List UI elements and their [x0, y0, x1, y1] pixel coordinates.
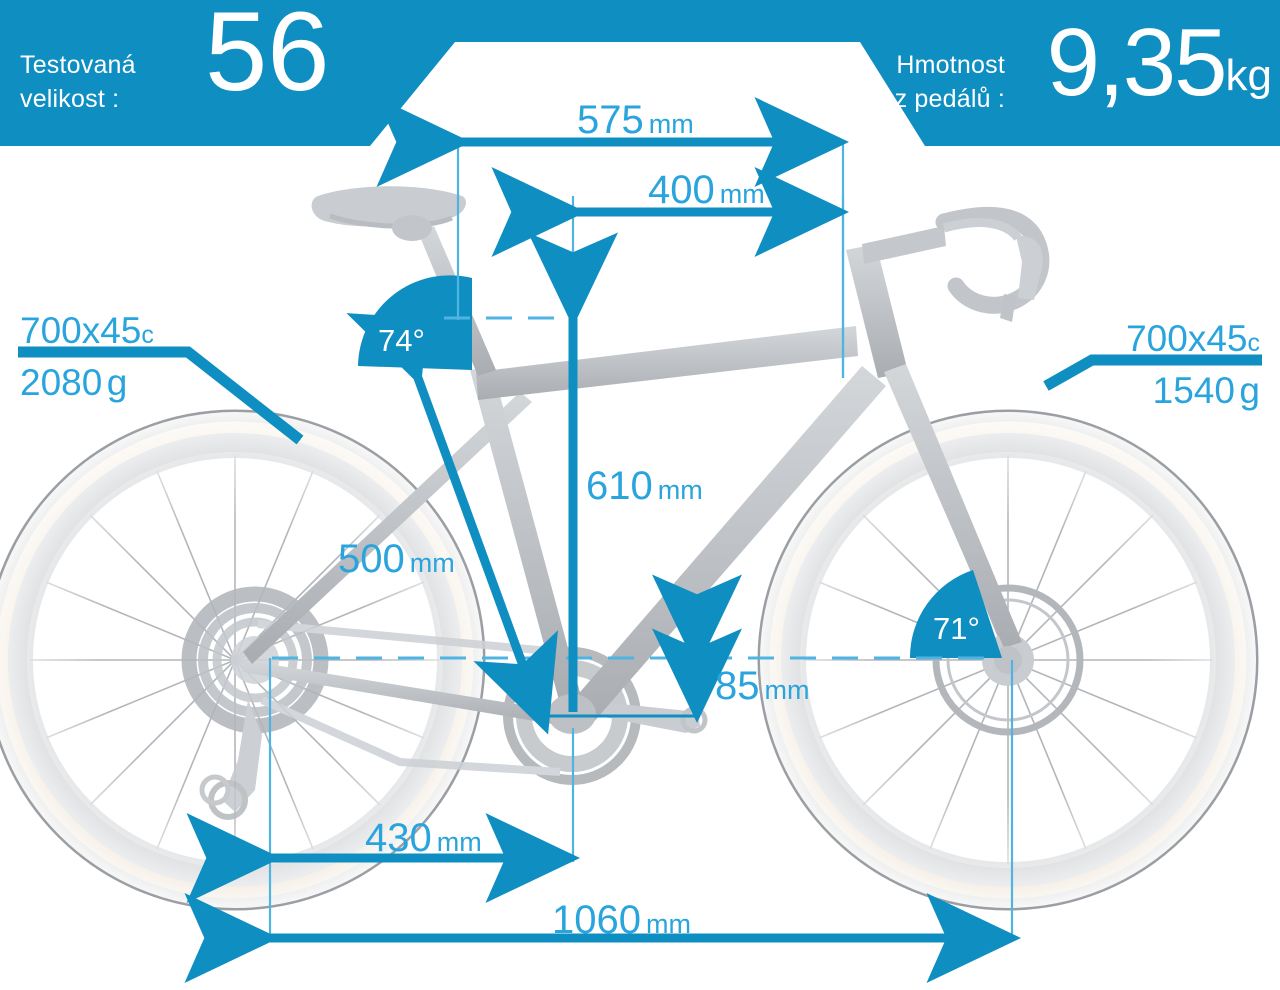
seat-tube-angle-label: 74° [378, 323, 425, 358]
dim-label-85: 85 mm [715, 664, 809, 709]
front-tire-size-value: 700x45 [1126, 318, 1248, 359]
dim-label-430: 430 mm [365, 816, 482, 861]
rear-tire-size-suffix: c [141, 321, 154, 349]
tested-size-label: Testovaná velikost : [20, 48, 136, 116]
dim-430-unit: mm [436, 827, 482, 857]
tire-callouts [18, 346, 1262, 445]
dim-85-value: 85 [715, 664, 760, 708]
dim-400-value: 400 [648, 168, 715, 212]
head-tube-angle-label: 71° [933, 611, 980, 646]
dim-500-value: 500 [338, 537, 405, 581]
weight-label-line2: bez pedálů : [866, 85, 1005, 113]
dim-575-unit: mm [648, 109, 694, 139]
dim-85-unit: mm [764, 675, 810, 705]
front-tire-size-suffix: c [1247, 329, 1261, 357]
tested-size-value: 56 [205, 0, 330, 114]
tested-size-label-line1: Testovaná [20, 51, 136, 79]
dim-575-value: 575 [577, 98, 644, 142]
dim-430-value: 430 [365, 816, 432, 860]
dim-500-unit: mm [409, 548, 455, 578]
rear-tire-size-value: 700x45 [20, 310, 142, 351]
dim-1060-unit: mm [645, 909, 691, 939]
header-band [0, 0, 1280, 146]
dim-610-unit: mm [657, 475, 703, 505]
rear-tire-weight-unit: g [106, 362, 128, 403]
weight-label-line1: Hmotnost [896, 51, 1005, 79]
dim-610-value: 610 [586, 464, 653, 508]
dim-label-575: 575 mm [577, 98, 694, 143]
tested-size-label-line2: velikost : [20, 85, 120, 113]
rear-tire-weight-value: 2080 [20, 362, 103, 403]
dim-1060-value: 1060 [552, 898, 641, 942]
dim-label-500: 500 mm [338, 537, 455, 582]
weight-value-group: 9,35 kg [1046, 9, 1272, 116]
rear-tire-weight: 2080 g [20, 362, 127, 404]
dim-label-1060: 1060 mm [552, 898, 691, 943]
front-tire-weight-value: 1540 [1152, 370, 1235, 411]
dim-500-arrow [346, 282, 558, 735]
weight-value: 9,35 [1046, 9, 1228, 116]
front-tire-weight: 1540 g [1153, 370, 1260, 412]
front-tire-size: 700x45c [1126, 318, 1260, 360]
weight-unit: kg [1225, 51, 1272, 100]
dim-label-400: 400 mm [648, 168, 765, 213]
header-text-layer: Testovaná velikost : 56 Hmotnost bez ped… [0, 0, 1280, 146]
rear-tire-size: 700x45c [20, 310, 154, 352]
dim-400-unit: mm [719, 179, 765, 209]
head-tube-angle-wedge [909, 570, 1002, 658]
weight-label: Hmotnost bez pedálů : [866, 48, 1005, 116]
dim-label-610: 610 mm [586, 464, 703, 509]
front-tire-weight-unit: g [1239, 370, 1260, 411]
